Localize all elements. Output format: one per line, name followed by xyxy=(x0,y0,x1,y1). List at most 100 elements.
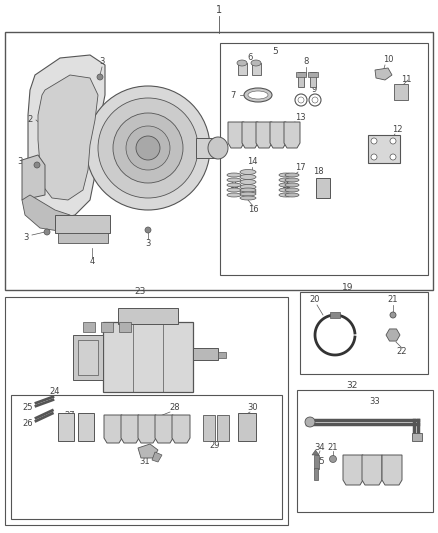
Bar xyxy=(196,138,218,158)
Text: 8: 8 xyxy=(303,58,309,67)
Polygon shape xyxy=(138,444,158,458)
Circle shape xyxy=(295,94,307,106)
Bar xyxy=(238,63,247,75)
Bar xyxy=(101,322,113,332)
Text: 6: 6 xyxy=(247,53,253,62)
Circle shape xyxy=(329,456,336,463)
Ellipse shape xyxy=(227,173,241,177)
Ellipse shape xyxy=(240,169,256,174)
Bar xyxy=(314,468,318,480)
Text: 5: 5 xyxy=(272,47,278,56)
Polygon shape xyxy=(38,75,98,200)
Ellipse shape xyxy=(227,193,241,197)
Polygon shape xyxy=(242,122,258,148)
Ellipse shape xyxy=(240,192,256,196)
Polygon shape xyxy=(312,450,319,455)
Text: 31: 31 xyxy=(140,457,150,466)
Ellipse shape xyxy=(240,196,256,200)
Circle shape xyxy=(126,126,170,170)
Ellipse shape xyxy=(227,183,241,187)
Text: 17: 17 xyxy=(295,164,305,173)
Bar xyxy=(330,312,340,318)
Bar xyxy=(78,340,98,375)
Text: 25: 25 xyxy=(23,403,33,413)
Bar xyxy=(314,455,319,469)
Text: 28: 28 xyxy=(170,403,180,413)
Polygon shape xyxy=(270,122,286,148)
Ellipse shape xyxy=(285,178,299,182)
Circle shape xyxy=(98,98,198,198)
Ellipse shape xyxy=(227,178,241,182)
Text: 12: 12 xyxy=(392,125,402,134)
Bar xyxy=(368,135,400,163)
Bar xyxy=(58,233,108,243)
Bar xyxy=(58,413,74,441)
Bar xyxy=(412,433,422,441)
Circle shape xyxy=(371,138,377,144)
Polygon shape xyxy=(138,415,156,443)
Bar xyxy=(55,215,110,233)
Bar xyxy=(218,352,226,358)
Polygon shape xyxy=(172,415,190,443)
Text: 13: 13 xyxy=(295,114,305,123)
Bar xyxy=(300,292,428,374)
Ellipse shape xyxy=(285,183,299,187)
Bar xyxy=(308,72,318,77)
Text: 35: 35 xyxy=(314,457,325,466)
Ellipse shape xyxy=(240,174,256,180)
Circle shape xyxy=(44,229,50,235)
Ellipse shape xyxy=(251,60,261,66)
Polygon shape xyxy=(343,455,363,485)
Text: 10: 10 xyxy=(383,55,393,64)
Polygon shape xyxy=(155,415,173,443)
Text: 16: 16 xyxy=(247,206,258,214)
Bar xyxy=(217,415,229,441)
Text: 3: 3 xyxy=(145,238,151,247)
Text: 18: 18 xyxy=(313,167,323,176)
Circle shape xyxy=(145,227,151,233)
Ellipse shape xyxy=(136,136,160,160)
Polygon shape xyxy=(121,415,139,443)
Circle shape xyxy=(86,86,210,210)
Bar xyxy=(119,322,131,332)
Polygon shape xyxy=(228,122,244,148)
Ellipse shape xyxy=(285,173,299,177)
Bar xyxy=(193,348,218,360)
Bar xyxy=(310,72,316,87)
Text: 15: 15 xyxy=(281,181,291,190)
Circle shape xyxy=(390,138,396,144)
Ellipse shape xyxy=(240,190,256,195)
Polygon shape xyxy=(386,329,400,341)
Text: 21: 21 xyxy=(388,295,398,304)
Text: 34: 34 xyxy=(314,442,325,451)
Text: 1: 1 xyxy=(216,5,222,15)
Polygon shape xyxy=(104,415,122,443)
Text: 14: 14 xyxy=(247,157,257,166)
Text: 3: 3 xyxy=(99,58,105,67)
Ellipse shape xyxy=(279,193,293,197)
Ellipse shape xyxy=(244,88,272,102)
Ellipse shape xyxy=(240,184,256,190)
Bar xyxy=(316,178,330,198)
Circle shape xyxy=(305,417,315,427)
Bar xyxy=(73,335,103,380)
Bar xyxy=(11,395,282,519)
Text: 26: 26 xyxy=(23,419,33,429)
Ellipse shape xyxy=(208,137,228,159)
Polygon shape xyxy=(394,84,408,100)
Circle shape xyxy=(309,94,321,106)
Text: 29: 29 xyxy=(210,440,220,449)
Text: 24: 24 xyxy=(50,387,60,397)
Bar xyxy=(78,413,94,441)
Bar xyxy=(298,72,304,87)
Polygon shape xyxy=(362,455,382,485)
Ellipse shape xyxy=(285,188,299,192)
Polygon shape xyxy=(284,122,300,148)
Bar xyxy=(118,308,178,324)
Bar xyxy=(296,72,306,77)
Text: 7: 7 xyxy=(230,91,236,100)
Ellipse shape xyxy=(248,91,268,99)
Text: 15: 15 xyxy=(229,181,239,190)
Ellipse shape xyxy=(279,183,293,187)
Ellipse shape xyxy=(240,188,256,192)
